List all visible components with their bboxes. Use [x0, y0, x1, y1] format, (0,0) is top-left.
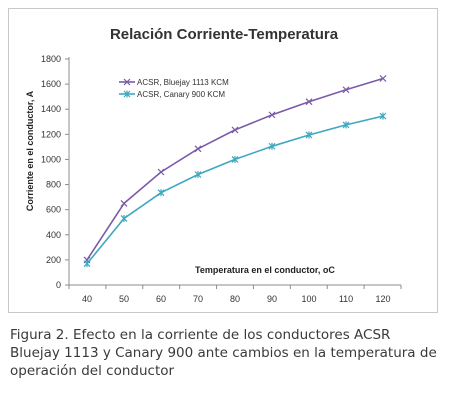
- x-tick-label: 50: [119, 294, 129, 304]
- x-tick-label: 100: [301, 294, 316, 304]
- data-point: [157, 189, 165, 197]
- x-tick-label: 90: [267, 294, 277, 304]
- y-axis-title: Corriente en el conductor, A: [25, 90, 35, 211]
- y-tick-label: 600: [46, 205, 61, 215]
- x-tick-label: 110: [339, 294, 353, 304]
- figure-caption: Figura 2. Efecto en la corriente de los …: [10, 327, 437, 379]
- axes: 0 200 400 600 800 1000 1200 1400 1600 1800 40 50 60 7…: [41, 54, 402, 304]
- data-point: [268, 111, 276, 119]
- legend-item: ACSR, Canary 900 KCM: [119, 90, 225, 99]
- data-point: [342, 121, 350, 129]
- y-tick-label: 1000: [41, 154, 61, 164]
- data-point: [157, 168, 165, 176]
- data-point: [120, 199, 128, 207]
- data-point: [379, 112, 387, 120]
- series-1: [83, 75, 387, 264]
- legend: ACSR, Bluejay 1113 KCM ACSR, Canary 900 K…: [119, 78, 229, 99]
- data-point: [305, 98, 313, 106]
- chart-title: Relación Corriente-Temperatura: [110, 26, 339, 43]
- data-point: [83, 260, 91, 268]
- y-tick-label: 400: [46, 230, 61, 240]
- y-tick-label: 1800: [41, 54, 61, 64]
- legend-marker: [123, 90, 131, 98]
- data-point: [194, 145, 202, 153]
- legend-item: ACSR, Bluejay 1113 KCM: [119, 78, 229, 87]
- data-point: [231, 126, 239, 134]
- y-tick-label: 1200: [41, 129, 61, 139]
- x-axis-title: Temperatura en el conductor, oC: [195, 265, 335, 275]
- x-tick-label: 60: [156, 294, 166, 304]
- x-tick-label: 80: [230, 294, 240, 304]
- legend-label: ACSR, Canary 900 KCM: [137, 90, 225, 99]
- x-tick-label: 70: [193, 294, 203, 304]
- data-point: [268, 142, 276, 150]
- series-line: [86, 77, 384, 261]
- chart-frame: Relación Corriente-Temperatura Corriente…: [8, 8, 438, 313]
- x-tick-label: 40: [82, 294, 92, 304]
- data-point: [379, 75, 387, 82]
- line-chart: Relación Corriente-Temperatura Corriente…: [25, 26, 402, 304]
- y-tick-label: 800: [46, 180, 61, 190]
- series-lines: [83, 75, 387, 268]
- legend-marker: [123, 78, 131, 86]
- y-tick-label: 0: [56, 280, 61, 290]
- data-point: [342, 86, 350, 94]
- x-tick-label: 120: [375, 294, 390, 304]
- y-tick-label: 1600: [41, 79, 61, 89]
- data-point: [194, 171, 202, 179]
- legend-label: ACSR, Bluejay 1113 KCM: [137, 78, 229, 87]
- data-point: [231, 155, 239, 163]
- y-tick-label: 1400: [41, 104, 61, 114]
- series-line: [86, 115, 384, 265]
- data-point: [305, 131, 313, 139]
- data-point: [120, 214, 128, 222]
- series-2: [83, 112, 387, 268]
- y-tick-label: 200: [46, 255, 61, 265]
